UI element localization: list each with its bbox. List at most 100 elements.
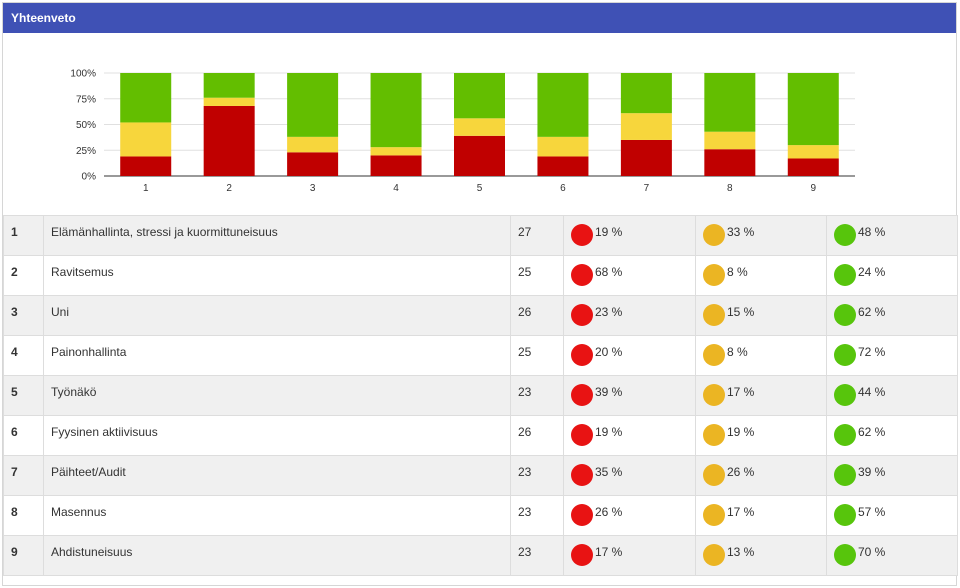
row-red-cell: 39 %	[563, 375, 696, 416]
bar-segment-red	[287, 152, 339, 176]
row-yellow-percent: 17 %	[727, 505, 755, 519]
yellow-circle-icon	[703, 304, 725, 326]
bar-segment-green	[454, 73, 505, 119]
row-topic: Työnäkö	[43, 375, 511, 416]
row-red-cell: 20 %	[563, 335, 696, 376]
row-topic: Päihteet/Audit	[43, 455, 511, 496]
row-topic: Fyysinen aktiivisuus	[43, 415, 511, 456]
red-circle-icon	[571, 424, 593, 446]
row-red-cell: 19 %	[563, 415, 696, 456]
bar-segment-yellow	[787, 145, 839, 159]
row-red-cell: 23 %	[563, 295, 696, 336]
bar-segment-red	[704, 149, 756, 176]
row-yellow-percent: 8 %	[727, 265, 748, 279]
bar-segment-green	[620, 73, 672, 114]
red-circle-icon	[571, 504, 593, 526]
bar-segment-red	[787, 158, 839, 176]
row-red-cell: 19 %	[563, 215, 696, 256]
bar-segment-red	[620, 139, 672, 176]
row-count: 27	[510, 215, 564, 256]
row-count: 26	[510, 415, 564, 456]
table-row: 5 Työnäkö 23 39 % 17 % 44 %	[3, 375, 958, 416]
table-row: 1 Elämänhallinta, stressi ja kuormittunei…	[3, 215, 958, 256]
bar-segment-green	[203, 73, 255, 98]
row-green-cell: 70 %	[826, 535, 958, 576]
row-red-percent: 68 %	[595, 265, 623, 279]
summary-table: 1 Elämänhallinta, stressi ja kuormittunei…	[3, 215, 958, 576]
chart-area: 0% 25% 50% 75% 100% 1 2 3 4 5 6 7 8 9	[3, 33, 956, 215]
y-tick-label: 25%	[76, 146, 96, 157]
bar-segment-red	[120, 156, 172, 176]
row-red-percent: 20 %	[595, 345, 623, 359]
row-red-cell: 68 %	[563, 255, 696, 296]
row-count: 23	[510, 535, 564, 576]
row-topic: Ravitsemus	[43, 255, 511, 296]
x-tick-label: 1	[143, 183, 149, 194]
red-circle-icon	[571, 384, 593, 406]
row-number: 8	[3, 495, 44, 536]
row-count: 23	[510, 375, 564, 416]
green-circle-icon	[834, 464, 856, 486]
row-number: 9	[3, 535, 44, 576]
row-green-percent: 57 %	[858, 505, 886, 519]
row-count: 23	[510, 495, 564, 536]
row-topic: Elämänhallinta, stressi ja kuormittuneis…	[43, 215, 511, 256]
row-topic: Ahdistuneisuus	[43, 535, 511, 576]
yellow-circle-icon	[703, 224, 725, 246]
bar-segment-yellow	[454, 118, 505, 136]
row-green-cell: 57 %	[826, 495, 958, 536]
yellow-circle-icon	[703, 544, 725, 566]
row-yellow-percent: 33 %	[727, 225, 755, 239]
bar-segment-yellow	[620, 113, 672, 140]
row-green-cell: 39 %	[826, 455, 958, 496]
yellow-circle-icon	[703, 384, 725, 406]
bar-segment-green	[787, 73, 839, 146]
table-row: 2 Ravitsemus 25 68 % 8 % 24 %	[3, 255, 958, 296]
row-count: 23	[510, 455, 564, 496]
row-green-cell: 62 %	[826, 295, 958, 336]
row-green-percent: 62 %	[858, 425, 886, 439]
row-yellow-cell: 17 %	[695, 495, 827, 536]
green-circle-icon	[834, 384, 856, 406]
table-row: 9 Ahdistuneisuus 23 17 % 13 % 70 %	[3, 535, 958, 576]
row-red-cell: 26 %	[563, 495, 696, 536]
green-circle-icon	[834, 504, 856, 526]
row-yellow-percent: 26 %	[727, 465, 755, 479]
row-yellow-cell: 33 %	[695, 215, 827, 256]
row-number: 4	[3, 335, 44, 376]
table-row: 8 Masennus 23 26 % 17 % 57 %	[3, 495, 958, 536]
row-green-cell: 24 %	[826, 255, 958, 296]
row-topic: Painonhallinta	[43, 335, 511, 376]
row-yellow-percent: 15 %	[727, 305, 755, 319]
y-tick-label: 75%	[76, 94, 96, 105]
red-circle-icon	[571, 464, 593, 486]
yellow-circle-icon	[703, 264, 725, 286]
green-circle-icon	[834, 344, 856, 366]
x-tick-label: 7	[644, 183, 650, 194]
row-number: 2	[3, 255, 44, 296]
green-circle-icon	[834, 544, 856, 566]
bar-segment-green	[537, 73, 589, 137]
row-green-percent: 72 %	[858, 345, 886, 359]
table-row: 7 Päihteet/Audit 23 35 % 26 % 39 %	[3, 455, 958, 496]
row-yellow-cell: 13 %	[695, 535, 827, 576]
green-circle-icon	[834, 264, 856, 286]
y-tick-label: 0%	[82, 172, 97, 183]
yellow-circle-icon	[703, 464, 725, 486]
row-yellow-cell: 15 %	[695, 295, 827, 336]
row-green-percent: 39 %	[858, 465, 886, 479]
row-count: 25	[510, 335, 564, 376]
x-tick-label: 5	[477, 183, 483, 194]
panel-title: Yhteenveto	[3, 3, 956, 33]
row-green-percent: 70 %	[858, 545, 886, 559]
row-green-percent: 24 %	[858, 265, 886, 279]
row-yellow-percent: 17 %	[727, 385, 755, 399]
bar-segment-green	[287, 73, 339, 137]
table-row: 4 Painonhallinta 25 20 % 8 % 72 %	[3, 335, 958, 376]
green-circle-icon	[834, 304, 856, 326]
bar-segment-yellow	[287, 136, 339, 153]
row-number: 1	[3, 215, 44, 256]
yellow-circle-icon	[703, 504, 725, 526]
bar-segment-yellow	[704, 131, 756, 150]
